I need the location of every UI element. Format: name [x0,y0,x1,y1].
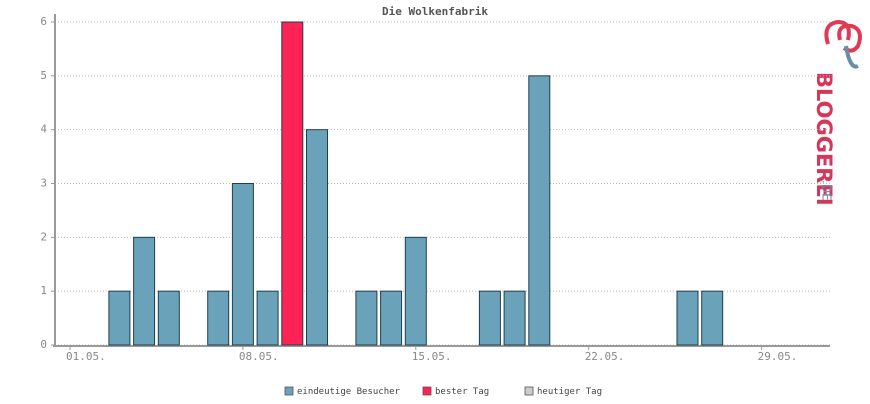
y-tick-label: 4 [40,123,47,136]
logo-tld: .DE [820,180,834,201]
x-tick-label: 08.05. [239,350,279,363]
bar [701,290,724,346]
legend-swatch [422,386,432,396]
x-tick-label: 22.05. [585,350,625,363]
bar [503,290,526,346]
bar [355,290,378,346]
bar [256,290,279,346]
bar [404,236,427,346]
legend-label: heutiger Tag [537,387,602,397]
y-tick-label: 5 [40,69,47,82]
logo-icon [844,45,859,69]
y-tick-label: 3 [40,177,47,190]
chart-title: Die Wolkenfabrik [382,5,488,18]
bar [133,236,156,346]
bar [306,129,328,346]
y-tick-label: 1 [40,284,47,297]
y-tick-label: 0 [40,338,47,351]
bar [676,290,699,346]
bar [478,290,501,346]
bar [380,290,403,346]
bar [108,290,131,346]
bar [528,75,551,346]
bar [231,183,254,346]
x-tick-label: 15.05. [412,350,452,363]
x-tick-label: 01.05. [66,350,106,363]
logo: BLOGGEREI .DE [812,19,862,206]
legend-label: bester Tag [435,387,489,397]
bar [207,290,230,346]
bar [157,290,180,346]
y-tick-label: 2 [40,230,47,243]
x-tick-label: 29.05. [758,350,798,363]
bar [281,21,304,346]
logo-icon [824,19,862,53]
legend-label: eindeutige Besucher [297,387,401,397]
legend-swatch [524,386,534,396]
y-tick-label: 6 [40,15,47,28]
legend-swatch [284,386,294,396]
